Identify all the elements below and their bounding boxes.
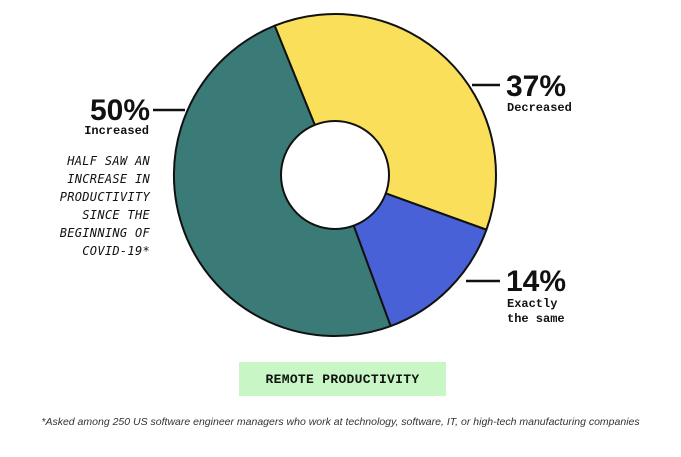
slice-percent-same: 14% (506, 265, 566, 298)
slice-percent-increased: 50% (90, 94, 150, 127)
footnote: *Asked among 250 US software engineer ma… (41, 416, 640, 428)
slice-category-decreased: Decreased (507, 101, 572, 115)
annotation-line: COVID-19* (82, 244, 150, 258)
slice-category-same-line1: Exactly (507, 297, 557, 311)
annotation-line: INCREASE IN (67, 172, 150, 186)
slice-decreased (273, 12, 497, 231)
slice-category-increased: Increased (84, 124, 149, 138)
slice-category-same-line2: the same (507, 312, 565, 326)
slice-percent-decreased: 37% (506, 70, 566, 103)
annotation-line: HALF SAW AN (66, 154, 150, 168)
donut-hole (280, 120, 390, 230)
chart-title-badge: REMOTE PRODUCTIVITY (239, 362, 446, 396)
annotation-line: SINCE THE (82, 208, 150, 222)
annotation-line: PRODUCTIVITY (60, 190, 151, 204)
annotation-line: BEGINNING OF (60, 226, 151, 240)
annotation-note: HALF SAW AN INCREASE IN PRODUCTIVITY SIN… (60, 154, 151, 258)
